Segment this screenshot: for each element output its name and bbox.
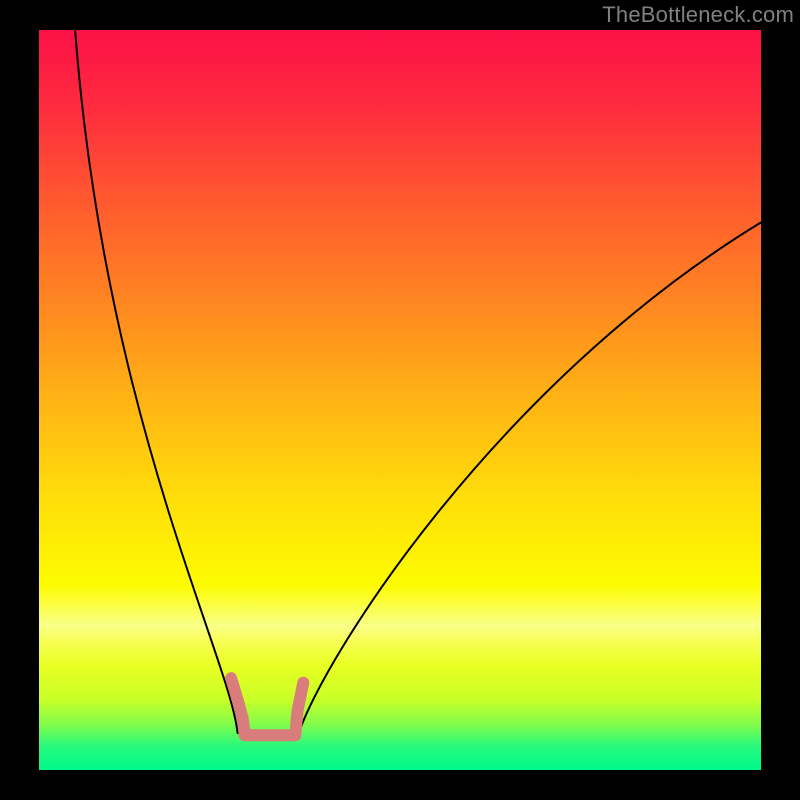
bottleneck-plot bbox=[0, 0, 800, 800]
plot-background bbox=[39, 30, 761, 770]
marker-segment bbox=[298, 683, 304, 711]
stage: TheBottleneck.com bbox=[0, 0, 800, 800]
